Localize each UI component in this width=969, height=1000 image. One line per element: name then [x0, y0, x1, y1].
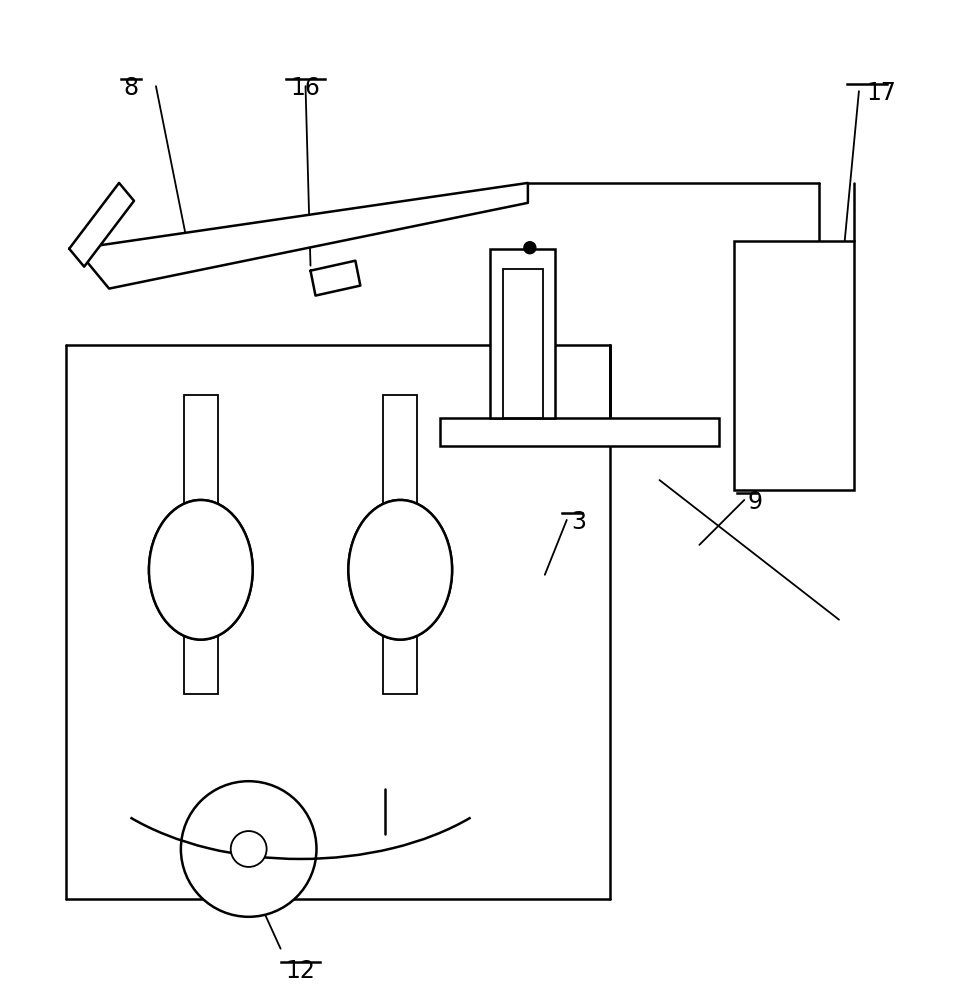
- Bar: [735, 241, 854, 490]
- Circle shape: [524, 242, 536, 254]
- Bar: [440, 418, 719, 446]
- Text: 3: 3: [572, 510, 587, 534]
- Bar: [503, 269, 543, 418]
- Text: 9: 9: [747, 490, 763, 514]
- Ellipse shape: [349, 500, 453, 640]
- Polygon shape: [310, 261, 360, 296]
- Text: 8: 8: [123, 76, 139, 100]
- Bar: [490, 249, 555, 418]
- Text: 12: 12: [286, 959, 316, 983]
- Bar: [384, 395, 418, 694]
- Bar: [184, 395, 218, 694]
- Polygon shape: [69, 183, 134, 267]
- Polygon shape: [77, 183, 528, 289]
- Circle shape: [181, 781, 317, 917]
- Text: 16: 16: [291, 76, 321, 100]
- Ellipse shape: [149, 500, 253, 640]
- Ellipse shape: [349, 500, 453, 640]
- Circle shape: [231, 831, 266, 867]
- Text: 17: 17: [867, 81, 896, 105]
- Ellipse shape: [149, 500, 253, 640]
